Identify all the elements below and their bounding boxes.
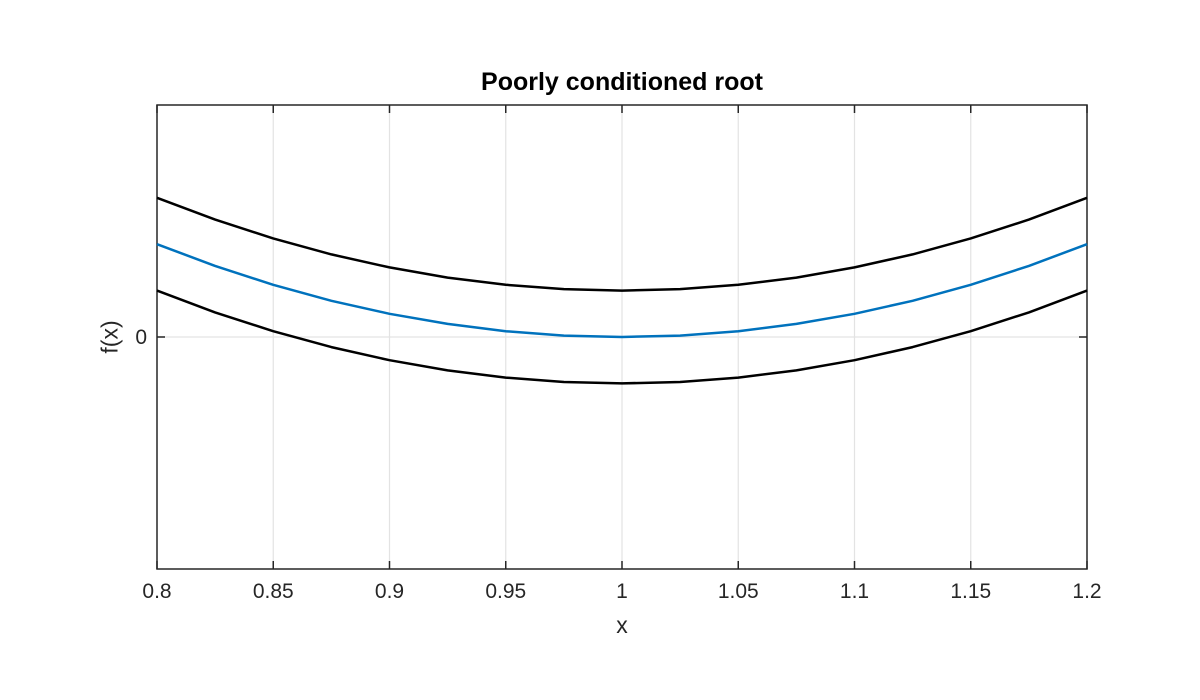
x-tick-label: 0.9 <box>375 580 404 603</box>
curve-fx <box>156 243 1088 339</box>
x-tick-label: 1.1 <box>840 580 869 603</box>
x-tick-label: 0.8 <box>142 580 171 603</box>
x-tick-label: 0.95 <box>485 580 526 603</box>
x-tick-label: 1.05 <box>718 580 759 603</box>
x-tick-label: 0.85 <box>253 580 294 603</box>
y-axis-label: f(x) <box>96 320 123 354</box>
chart-title: Poorly conditioned root <box>481 68 763 96</box>
curve-upper-band <box>156 196 1088 292</box>
x-tick-label: 1.2 <box>1072 580 1101 603</box>
x-tick-label: 1.15 <box>950 580 991 603</box>
y-tick-label: 0 <box>135 326 147 349</box>
curve-lower-band <box>156 289 1088 385</box>
x-tick-label: 1 <box>616 580 628 603</box>
x-axis-label: x <box>616 612 628 638</box>
